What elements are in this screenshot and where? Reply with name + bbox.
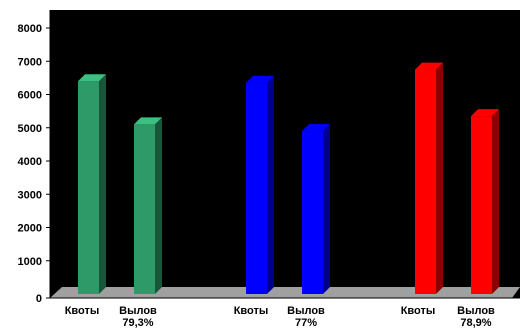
plot-floor [50,287,520,298]
category-label-line: Квоты [65,305,100,317]
category-label-line: Квоты [401,305,436,317]
bar [134,117,162,294]
category-label: Квоты [65,305,100,317]
category-label-line: 79,3% [122,317,153,329]
bar-front-face [246,82,267,294]
category-labels: Квоты Вылов 79,3%Квоты Вылов 77%Квоты Вылов 78… [65,305,495,329]
category-label-line: Вылов [457,305,495,317]
y-tick-label: 0 [36,293,42,305]
bar-side-face [155,117,162,294]
bar-side-face [99,74,106,294]
plot-background [50,10,520,298]
bar [78,74,106,294]
bar [415,62,443,294]
y-axis-ticks: 0 1000 2000 3000 4000 5000 6000 7000 8000 [18,23,50,305]
bar-front-face [471,116,492,294]
category-label-line: 78,9% [460,317,491,329]
bar [471,109,499,294]
bar-top-face [246,75,274,83]
category-label: Вылов 77% [287,305,325,329]
bar [246,75,274,294]
y-tick-label: 7000 [18,56,42,68]
category-label: Квоты [401,305,436,317]
category-label-line: 77% [295,317,317,329]
y-tick-label: 4000 [18,156,42,168]
category-label: Вылов 79,3% [119,305,157,329]
y-tick-label: 1000 [18,256,42,268]
bar-side-face [267,75,274,294]
bar-front-face [78,81,99,294]
category-label: Вылов 78,9% [457,305,495,329]
bar-top-face [78,74,106,82]
y-tick-label: 6000 [18,90,42,102]
category-label-line: Квоты [234,305,269,317]
bar-front-face [302,131,323,294]
bar-top-face [134,117,162,125]
y-tick-label: 3000 [18,189,42,201]
y-tick-label: 8000 [18,23,42,35]
bar-front-face [134,124,155,294]
y-tick-label: 2000 [18,223,42,235]
category-label: Квоты [234,305,269,317]
bars-layer [78,62,499,294]
bar-top-face [415,62,443,70]
bar-front-face [415,69,436,294]
bar-top-face [302,124,330,132]
y-tick-label: 5000 [18,123,42,135]
category-label-line: Вылов [119,305,157,317]
category-label-line: Вылов [287,305,325,317]
bar-side-face [323,124,330,294]
bar-side-face [436,62,443,294]
bar-top-face [471,109,499,117]
bar [302,124,330,294]
bar-side-face [492,109,499,294]
